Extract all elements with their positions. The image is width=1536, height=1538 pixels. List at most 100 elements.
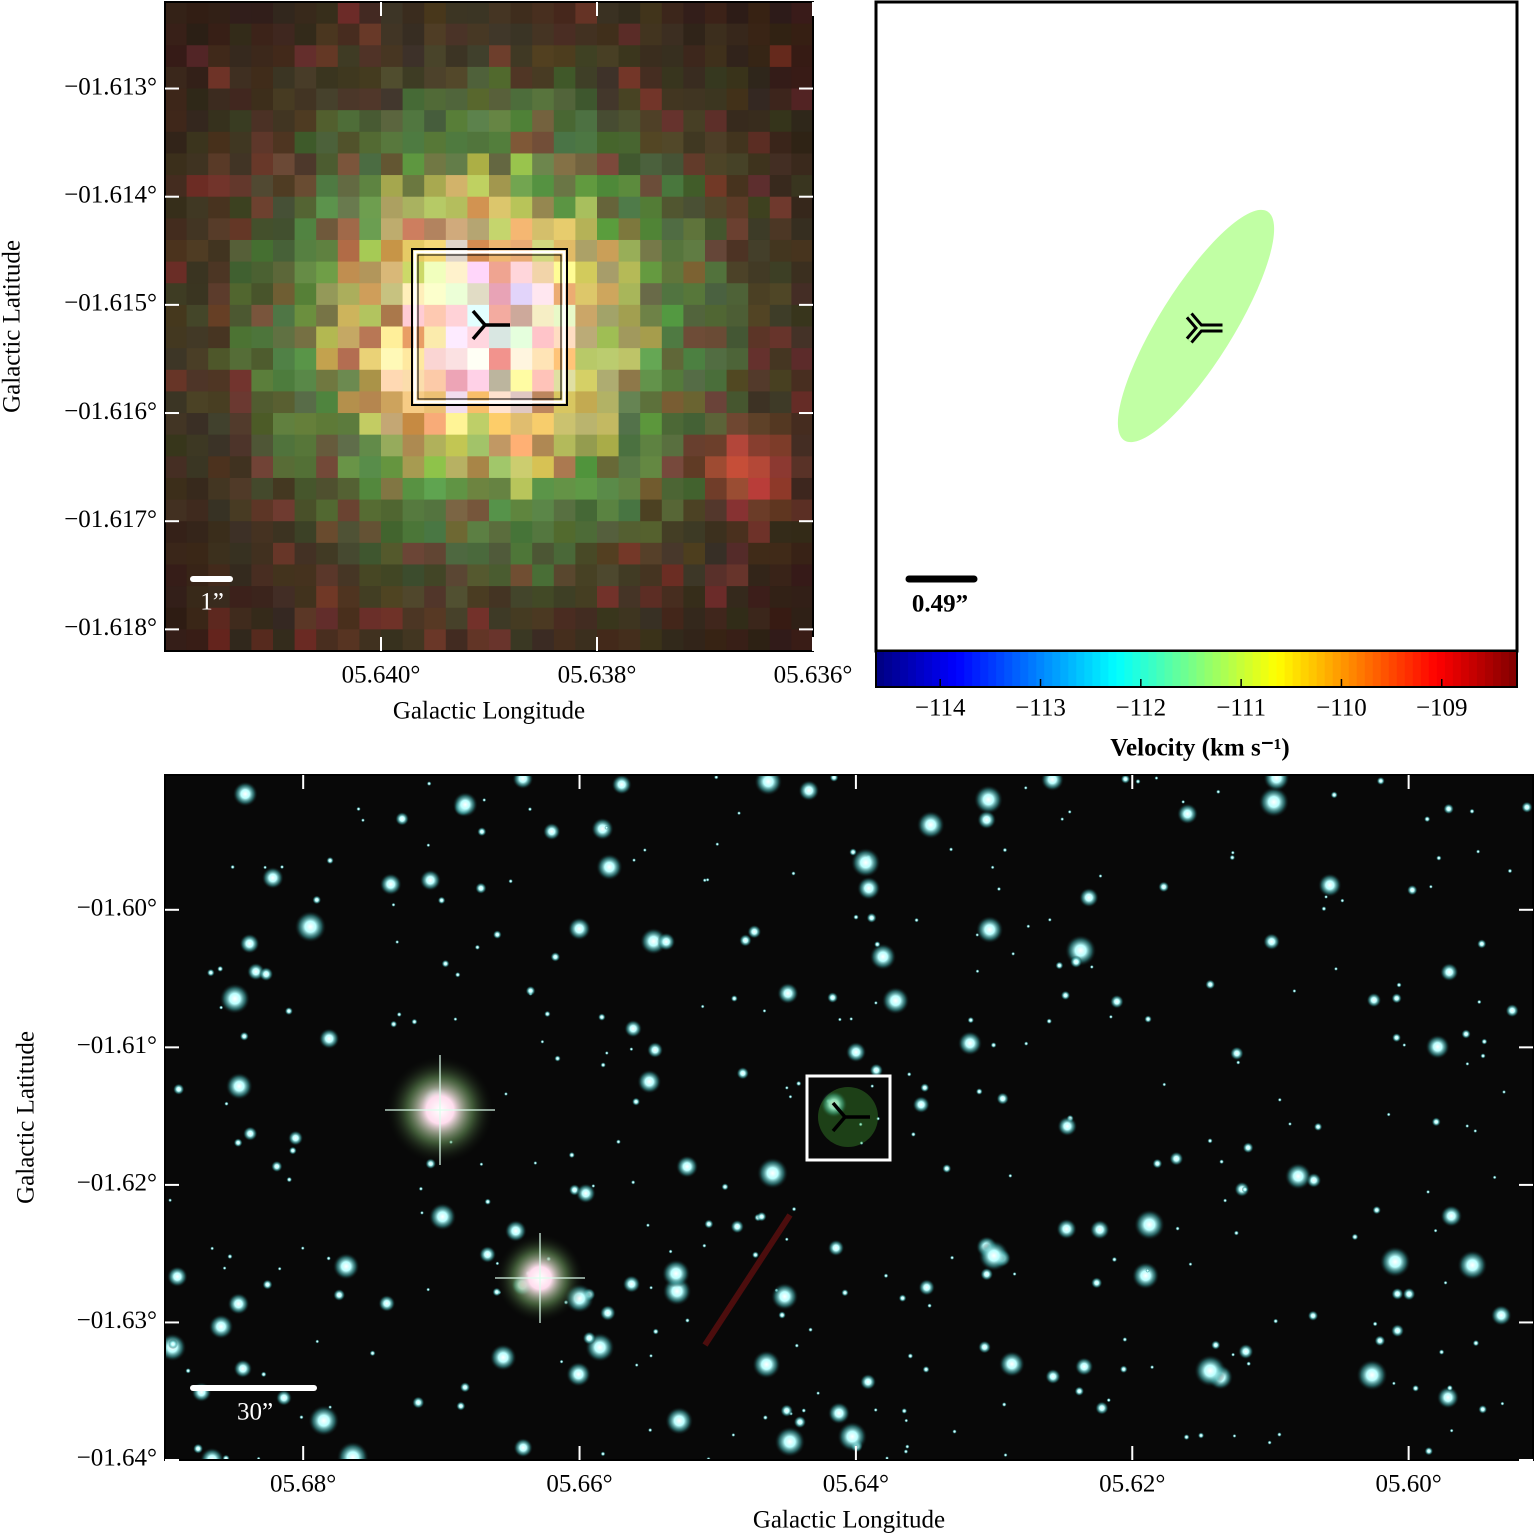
image-pixel <box>359 542 382 566</box>
image-pixel <box>748 586 771 609</box>
image-pixel <box>769 542 792 566</box>
star <box>1219 1159 1225 1165</box>
image-pixel <box>597 88 620 111</box>
image-pixel <box>553 542 576 566</box>
star <box>1241 1186 1249 1193</box>
colorbar-segment <box>1364 651 1374 687</box>
image-pixel <box>661 153 684 176</box>
star <box>271 1160 283 1173</box>
image-pixel <box>705 434 728 457</box>
image-pixel <box>575 477 598 501</box>
colorbar-segment <box>948 651 957 687</box>
image-pixel <box>597 110 620 133</box>
image-pixel <box>597 391 620 414</box>
image-pixel <box>316 629 339 651</box>
image-pixel <box>640 564 663 587</box>
image-pixel <box>640 218 663 241</box>
image-pixel <box>618 45 641 68</box>
image-pixel <box>748 542 771 566</box>
image-pixel <box>251 499 274 522</box>
image-pixel <box>467 629 490 651</box>
image-pixel <box>705 369 728 392</box>
image-pixel <box>640 2 663 25</box>
image-pixel <box>575 629 598 651</box>
image-pixel <box>575 304 598 328</box>
image-pixel <box>359 88 382 111</box>
star <box>876 1116 881 1121</box>
star <box>967 1016 975 1024</box>
image-pixel <box>208 391 231 414</box>
star <box>715 842 720 847</box>
star <box>980 1267 994 1281</box>
image-pixel <box>661 413 684 436</box>
image-pixel <box>359 131 382 155</box>
y-tick-label: −01.62° <box>77 1170 157 1197</box>
image-pixel <box>229 564 252 587</box>
image-pixel <box>381 607 404 630</box>
star <box>1246 1361 1252 1367</box>
image-pixel <box>381 542 404 566</box>
image-pixels <box>165 2 813 651</box>
star <box>1162 1082 1167 1087</box>
image-pixel <box>791 196 813 219</box>
image-pixel <box>726 2 749 25</box>
star <box>1074 1386 1085 1397</box>
image-pixel <box>316 542 339 566</box>
colorbar-segment <box>932 651 941 687</box>
image-pixel <box>337 66 360 90</box>
image-pixel <box>661 304 684 328</box>
image-pixel <box>791 607 813 630</box>
image-pixel <box>705 629 728 651</box>
image-pixel <box>705 607 728 630</box>
x-axis-label: Galactic Longitude <box>393 698 585 725</box>
image-pixel <box>532 66 555 90</box>
image-pixel <box>553 110 576 133</box>
image-pixel <box>208 304 231 328</box>
image-pixel <box>489 586 512 609</box>
image-pixel <box>748 607 771 630</box>
star <box>1205 979 1216 990</box>
image-pixel <box>748 239 771 263</box>
star <box>390 1020 398 1028</box>
image-pixel <box>748 2 771 25</box>
image-pixel <box>489 348 512 371</box>
image-pixel <box>229 239 252 263</box>
star <box>922 1365 930 1373</box>
x-tick-label: 05.66° <box>546 1471 612 1498</box>
star <box>1040 775 1064 792</box>
star <box>260 1371 267 1378</box>
image-pixel <box>683 542 706 566</box>
image-pixel <box>618 391 641 414</box>
image-pixel <box>186 607 209 630</box>
image-pixel <box>597 218 620 241</box>
star <box>504 1220 527 1242</box>
image-pixel <box>467 283 490 306</box>
image-pixel <box>251 391 274 414</box>
star <box>1443 1280 1448 1285</box>
image-pixel <box>229 261 252 284</box>
star <box>459 1382 471 1393</box>
star <box>527 807 533 812</box>
image-pixel <box>402 477 425 501</box>
star <box>288 1146 297 1155</box>
star <box>512 775 534 790</box>
star <box>1372 1321 1378 1327</box>
colorbar-frame <box>875 650 1518 688</box>
colorbar-segment <box>1380 651 1390 687</box>
image-pixel <box>381 23 404 46</box>
star <box>912 1096 930 1114</box>
image-pixel <box>186 218 209 241</box>
image-pixel <box>683 239 706 263</box>
colorbar-segment <box>1252 651 1262 687</box>
star <box>1263 775 1290 791</box>
image-pixel <box>273 499 296 522</box>
image-pixel <box>705 196 728 219</box>
image-pixel <box>618 477 641 501</box>
image-pixel <box>402 175 425 198</box>
image-pixel <box>618 326 641 349</box>
image-pixel <box>316 456 339 479</box>
image-pixel <box>402 434 425 457</box>
star <box>752 1350 781 1379</box>
image-pixel <box>381 413 404 436</box>
image-pixel <box>251 261 274 284</box>
